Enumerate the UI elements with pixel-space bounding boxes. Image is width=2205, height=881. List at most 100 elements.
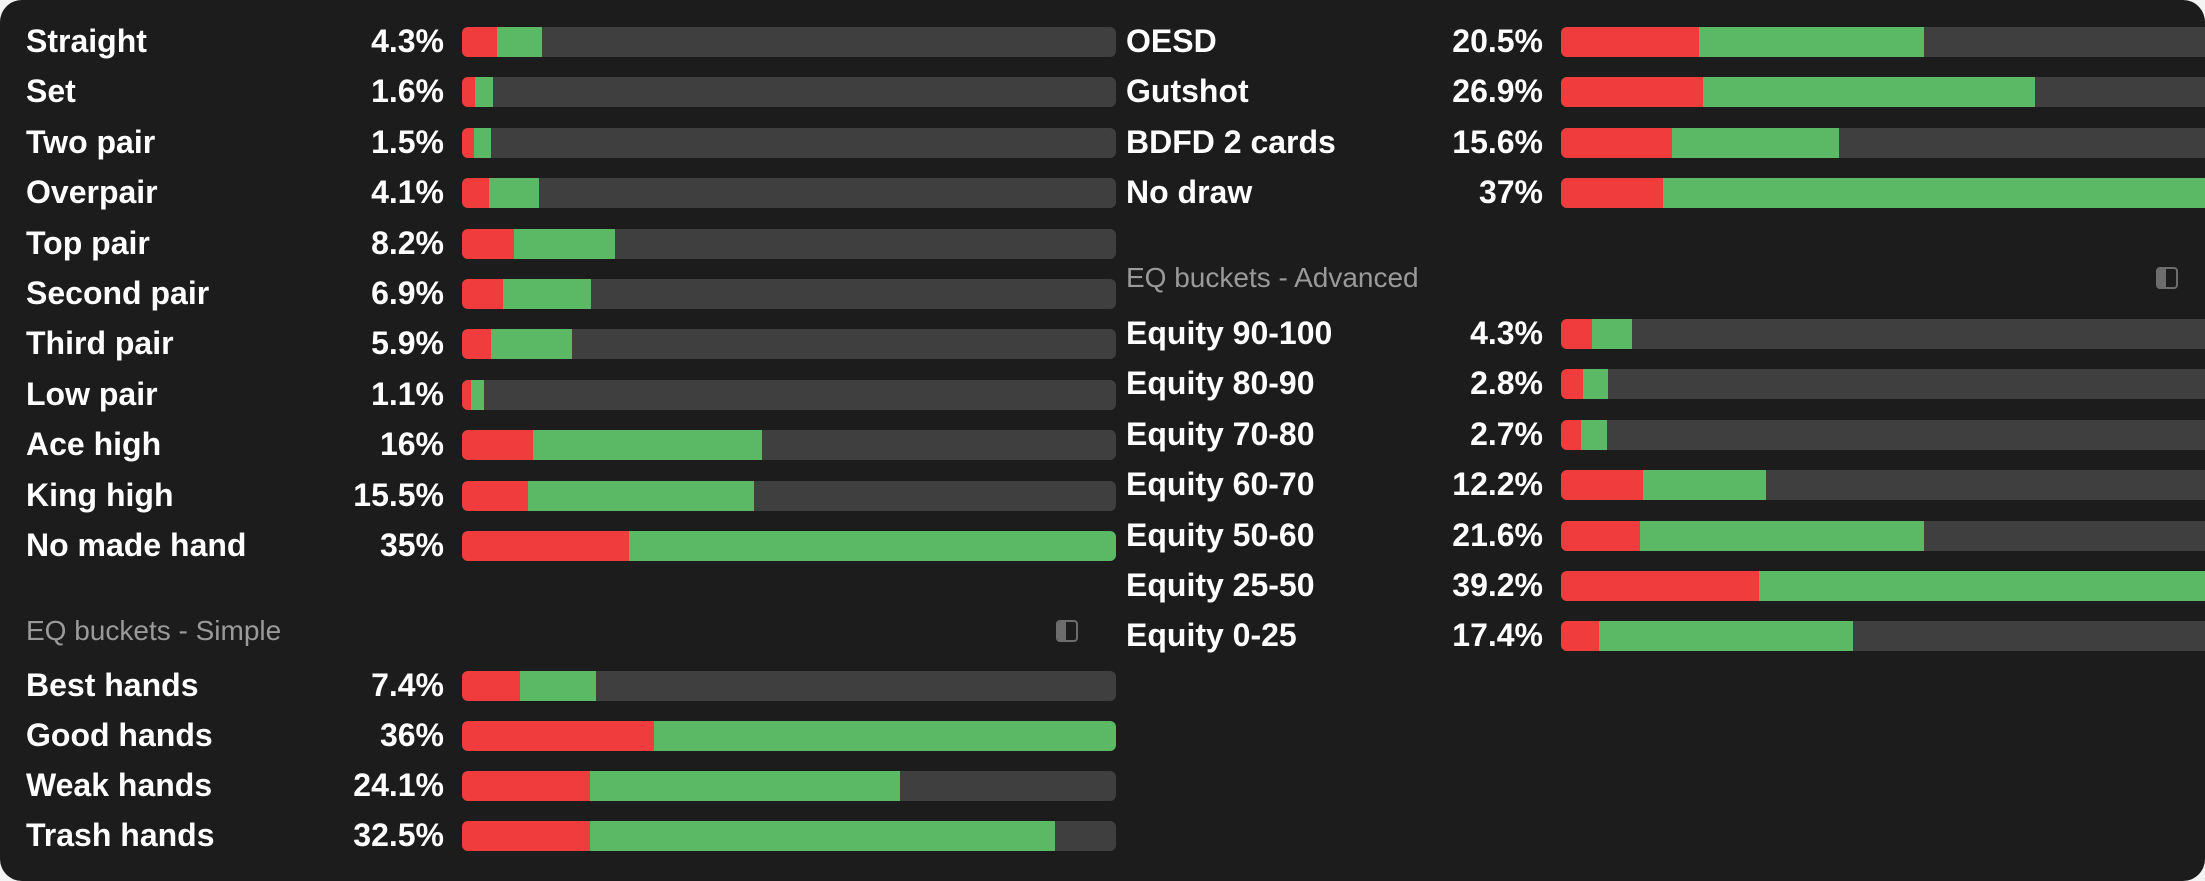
- row-percentage: 12.2%: [1452, 466, 1543, 503]
- stat-row: Low pair 1.1%: [26, 369, 1116, 419]
- stat-row: Weak hands 24.1%: [26, 760, 1116, 810]
- row-percentage: 1.1%: [371, 375, 444, 412]
- row-percentage: 5.9%: [371, 325, 444, 362]
- bar-segment-green: [514, 228, 616, 259]
- row-percentage: 15.6%: [1452, 123, 1543, 160]
- stacked-bar: [462, 77, 1116, 108]
- bar-segment-green: [489, 178, 540, 209]
- stacked-bar: [1561, 27, 2205, 57]
- row-percentage: 20.5%: [1452, 23, 1543, 59]
- bar-segment-red: [462, 279, 504, 309]
- stacked-bar: [1561, 470, 2205, 501]
- row-percentage: 16%: [379, 426, 444, 463]
- row-label: Weak hands: [26, 767, 213, 803]
- bar-segment-green: [1640, 520, 1924, 551]
- row-percentage: 15.5%: [353, 476, 444, 513]
- stacked-bar: [1561, 369, 2205, 400]
- stat-row: Gutshot 26.9%: [1126, 66, 2205, 116]
- bar-segment-red: [462, 480, 529, 511]
- row-percentage: 36%: [379, 717, 444, 753]
- bar-segment-red: [462, 77, 476, 108]
- stacked-bar: [1561, 621, 2205, 652]
- row-label: Ace high: [26, 426, 162, 463]
- stacked-bar: [1561, 571, 2205, 601]
- row-label: Good hands: [26, 717, 213, 753]
- row-label: Two pair: [26, 123, 156, 160]
- bar-segment-red: [1561, 77, 1704, 108]
- stat-row: Second pair 6.9%: [26, 268, 1116, 318]
- stacked-bar: [462, 821, 1116, 851]
- bar-segment-red: [1561, 369, 1584, 400]
- stacked-bar: [462, 228, 1116, 259]
- bar-segment-red: [462, 771, 591, 801]
- stat-row: Best hands 7.4%: [26, 660, 1116, 710]
- stacked-bar: [1561, 178, 2205, 209]
- stat-row: King high 15.5%: [26, 470, 1116, 520]
- stat-row: Set 1.6%: [26, 66, 1116, 116]
- stacked-bar: [1561, 319, 2205, 349]
- bar-segment-green: [475, 77, 493, 108]
- row-label: Set: [26, 73, 76, 110]
- bar-segment-red: [462, 671, 521, 701]
- row-label: OESD: [1126, 23, 1217, 59]
- stat-row: Overpair 4.1%: [26, 167, 1116, 217]
- stat-row: Top pair 8.2%: [26, 218, 1116, 268]
- bar-segment-green: [491, 329, 572, 360]
- row-percentage: 39.2%: [1452, 567, 1543, 603]
- row-label: Overpair: [26, 174, 158, 211]
- row-percentage: 7.4%: [371, 667, 444, 703]
- stat-row: Good hands 36%: [26, 710, 1116, 760]
- stacked-bar: [1561, 520, 2205, 551]
- stat-row: Two pair 1.5%: [26, 117, 1116, 167]
- stacked-bar: [462, 531, 1116, 561]
- bar-segment-red: [462, 27, 497, 57]
- row-label: King high: [26, 476, 174, 513]
- bar-segment-red: [1561, 621, 1599, 652]
- stacked-bar: [462, 771, 1116, 801]
- bar-segment-red: [462, 379, 471, 410]
- bar-segment-red: [462, 329, 492, 360]
- bar-segment-red: [462, 178, 490, 209]
- bar-segment-red: [462, 228, 515, 259]
- row-label: Equity 0-25: [1126, 617, 1297, 654]
- stat-row: Equity 90-100 4.3%: [1126, 308, 2205, 358]
- bar-segment-red: [1561, 127, 1673, 158]
- row-percentage: 2.7%: [1470, 415, 1543, 452]
- bar-segment-green: [470, 379, 484, 410]
- row-percentage: 4.1%: [371, 174, 444, 211]
- panel-toggle-icon[interactable]: [2156, 267, 2178, 289]
- row-percentage: 1.6%: [371, 73, 444, 110]
- stat-row: Equity 80-90 2.8%: [1126, 358, 2205, 408]
- row-percentage: 35%: [379, 527, 444, 563]
- row-label: Equity 90-100: [1126, 315, 1333, 351]
- bar-segment-green: [1642, 470, 1766, 501]
- row-percentage: 21.6%: [1452, 516, 1543, 553]
- stacked-bar: [1561, 127, 2205, 158]
- stacked-bar: [462, 379, 1116, 410]
- bar-segment-green: [503, 279, 592, 309]
- bar-segment-green: [1583, 369, 1609, 400]
- row-percentage: 8.2%: [371, 224, 444, 261]
- stacked-bar: [462, 279, 1116, 309]
- row-label: Second pair: [26, 275, 210, 311]
- row-percentage: 4.3%: [371, 23, 444, 59]
- bar-segment-red: [1561, 571, 1759, 601]
- stacked-bar: [462, 671, 1116, 701]
- row-percentage: 1.5%: [371, 123, 444, 160]
- row-percentage: 17.4%: [1452, 617, 1543, 654]
- stat-row: No made hand 35%: [26, 520, 1116, 570]
- bar-segment-red: [1561, 419, 1581, 450]
- row-label: Equity 80-90: [1126, 365, 1315, 402]
- stat-row: Ace high 16%: [26, 419, 1116, 469]
- row-percentage: 6.9%: [371, 275, 444, 311]
- row-label: Equity 50-60: [1126, 516, 1315, 553]
- bar-segment-green: [1703, 77, 2036, 108]
- bar-segment-green: [590, 821, 1055, 851]
- bar-segment-red: [462, 127, 475, 158]
- stat-row: Trash hands 32.5%: [26, 810, 1116, 860]
- panel-toggle-icon[interactable]: [1056, 620, 1078, 642]
- bar-segment-green: [1758, 571, 2205, 601]
- row-percentage: 24.1%: [353, 767, 444, 803]
- row-label: Third pair: [26, 325, 174, 362]
